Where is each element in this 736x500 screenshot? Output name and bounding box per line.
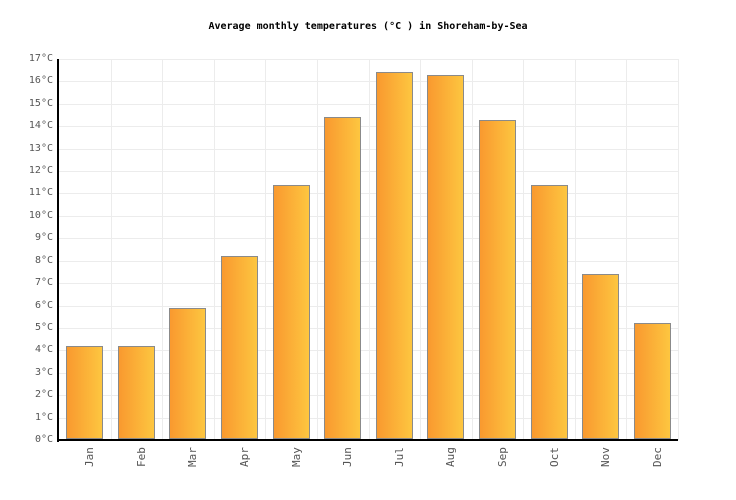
y-axis-tick-label: 17°C <box>28 53 53 64</box>
gridline-vertical <box>678 59 679 440</box>
gridline-vertical <box>523 59 525 440</box>
y-axis-tick-label: 14°C <box>28 120 53 132</box>
y-axis-tick-label: 8°C <box>34 254 53 266</box>
x-axis-tick-label: Aug <box>444 447 458 467</box>
y-axis-line <box>57 59 59 442</box>
y-axis-tick-label: 16°C <box>28 75 53 87</box>
bar-mar <box>169 307 207 439</box>
x-axis-tick-label: Jun <box>341 447 355 467</box>
gridline-vertical <box>265 59 267 440</box>
x-axis-tick-label: May <box>289 447 303 467</box>
y-axis-tick-label: 7°C <box>34 277 53 289</box>
y-axis-tick-label: 3°C <box>34 366 53 378</box>
x-axis-tick-label: Apr <box>238 447 252 467</box>
y-axis-tick-label: 6°C <box>34 299 53 311</box>
bar-sep <box>478 119 516 439</box>
y-axis-tick-label: 12°C <box>28 165 53 177</box>
gridline-vertical <box>574 59 576 440</box>
x-axis-tick-label: Jan <box>83 447 97 467</box>
chart-title: Average monthly temperatures (°C ) in Sh… <box>208 21 528 32</box>
bar-jan <box>66 345 104 439</box>
bar-aug <box>427 74 465 439</box>
x-axis-tick-label: Oct <box>547 447 561 467</box>
gridline-vertical <box>471 59 473 440</box>
y-axis-tick-label: 13°C <box>28 142 53 154</box>
y-axis-tick-label: 5°C <box>34 321 53 333</box>
bar-dec <box>633 323 671 439</box>
x-axis-line <box>57 439 678 441</box>
gridline-vertical <box>162 59 164 440</box>
bar-jul <box>375 72 413 439</box>
x-axis-tick-label: Sep <box>495 447 509 467</box>
bar-feb <box>117 345 155 439</box>
bar-apr <box>221 256 259 439</box>
x-axis-tick-label: Dec <box>650 447 664 467</box>
x-axis-tick-label: Nov <box>599 447 613 467</box>
x-axis-tick-label: Jul <box>392 447 406 467</box>
y-axis-tick-label: 4°C <box>34 344 53 356</box>
y-axis-tick-label: 9°C <box>34 232 53 244</box>
y-axis-tick-label: 0°C <box>34 434 53 445</box>
x-axis-tick-label: Mar <box>186 447 200 467</box>
y-axis-tick-label: 11°C <box>28 187 53 199</box>
gridline-vertical <box>420 59 422 440</box>
gridline-vertical <box>213 59 215 440</box>
y-axis-tick-label: 10°C <box>28 209 53 221</box>
bar-oct <box>530 184 568 439</box>
bar-nov <box>582 274 620 439</box>
y-axis-tick-label: 1°C <box>34 411 53 423</box>
gridline-vertical <box>626 59 628 440</box>
bar-may <box>272 184 310 439</box>
y-axis-tick-label: 15°C <box>28 97 53 109</box>
x-axis-tick-label: Feb <box>134 447 148 467</box>
gridline-vertical <box>110 59 112 440</box>
gridline-vertical <box>368 59 370 440</box>
y-axis-tick-label: 2°C <box>34 389 53 401</box>
bar-jun <box>324 117 362 439</box>
gridline-vertical <box>316 59 318 440</box>
